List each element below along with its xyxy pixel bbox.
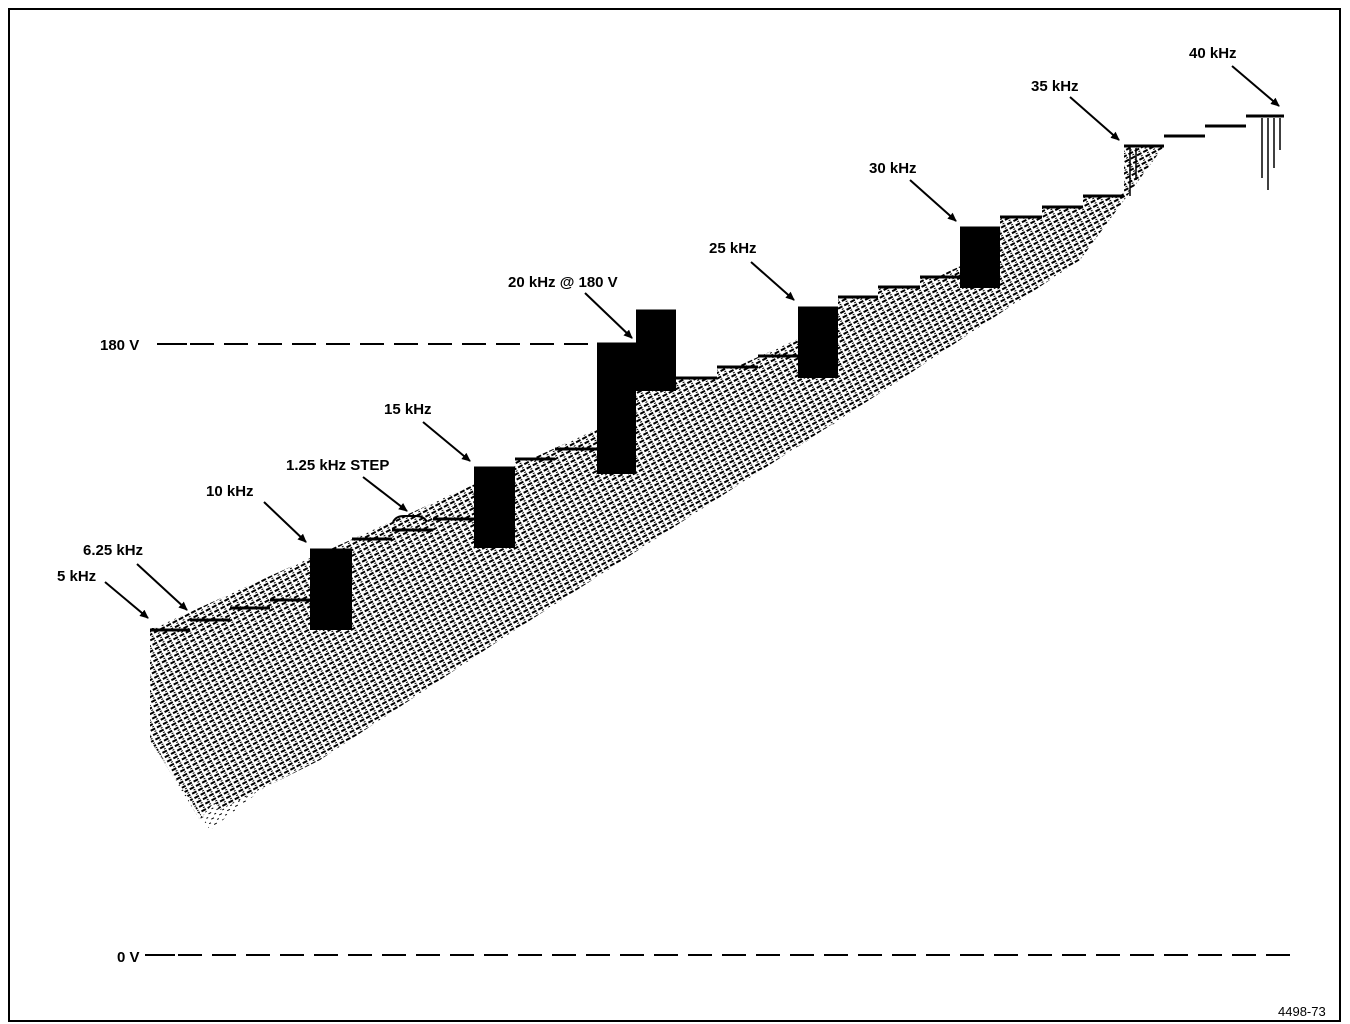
label-1-25khz-step: 1.25 kHz STEP xyxy=(286,457,389,474)
label-15khz: 15 kHz xyxy=(384,401,432,418)
step-bracket xyxy=(392,515,428,523)
level-label-0v: 0 V xyxy=(117,949,140,966)
staircase-fill xyxy=(150,146,1164,810)
label-25khz: 25 kHz xyxy=(709,240,757,257)
annotation-arrows xyxy=(104,65,1280,619)
label-30khz: 30 kHz xyxy=(869,160,917,177)
label-5khz: 5 kHz xyxy=(57,568,96,585)
label-20khz-180v: 20 kHz @ 180 V xyxy=(508,274,618,291)
final-step-tail xyxy=(1129,118,1281,196)
level-label-180v: 180 V xyxy=(100,337,139,354)
label-6-25khz: 6.25 kHz xyxy=(83,542,143,559)
label-35khz: 35 kHz xyxy=(1031,78,1079,95)
staircase-treads xyxy=(150,114,1284,632)
label-40khz: 40 kHz xyxy=(1189,45,1237,62)
figure-number: 4498-73 xyxy=(1278,1004,1326,1019)
label-10khz: 10 kHz xyxy=(206,483,254,500)
step-risers xyxy=(150,228,1000,640)
